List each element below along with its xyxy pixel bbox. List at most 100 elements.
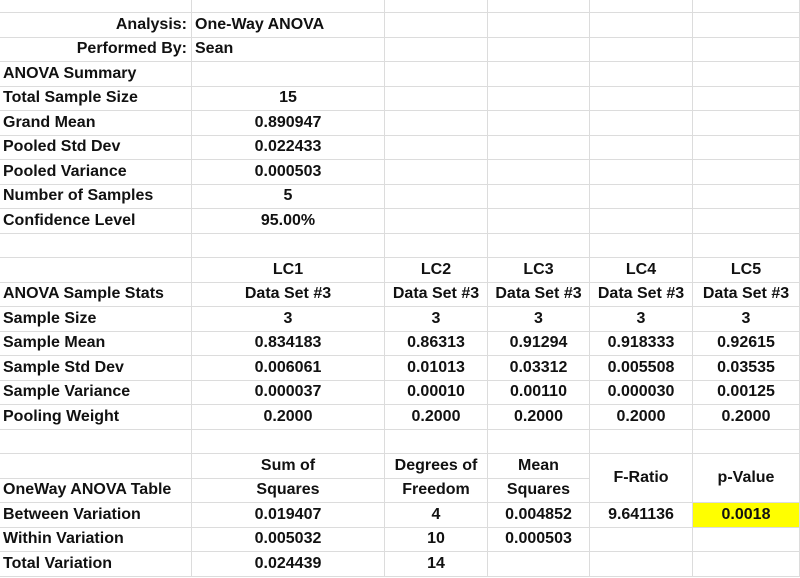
ms-value[interactable]: 0.000503 (488, 527, 590, 552)
stat-value[interactable]: 0.000037 (192, 380, 385, 405)
stat-value[interactable]: 3 (693, 307, 800, 332)
cell[interactable] (385, 429, 488, 454)
summary-value[interactable]: 0.890947 (192, 111, 385, 136)
summary-label[interactable]: Pooled Variance (0, 160, 192, 185)
cell[interactable] (385, 209, 488, 234)
cell[interactable] (0, 454, 192, 479)
stat-value[interactable]: 0.834183 (192, 331, 385, 356)
anova-row-label[interactable]: Between Variation (0, 503, 192, 528)
stat-value[interactable]: 0.2000 (385, 405, 488, 430)
summary-label[interactable]: Grand Mean (0, 111, 192, 136)
summary-title[interactable]: ANOVA Summary (0, 62, 192, 87)
stat-value[interactable]: 0.00125 (693, 380, 800, 405)
cell[interactable] (0, 429, 192, 454)
df-header-top[interactable]: Degrees of (385, 454, 488, 479)
df-header-bottom[interactable]: Freedom (385, 478, 488, 503)
group-name[interactable]: LC5 (693, 258, 800, 283)
f-ratio-value[interactable] (590, 552, 693, 577)
summary-value[interactable]: 5 (192, 184, 385, 209)
cell[interactable] (590, 429, 693, 454)
stat-label[interactable]: Pooling Weight (0, 405, 192, 430)
cell[interactable] (590, 184, 693, 209)
cell[interactable] (693, 86, 800, 111)
ss-header-top[interactable]: Sum of (192, 454, 385, 479)
summary-value[interactable]: 0.022433 (192, 135, 385, 160)
cell[interactable] (488, 184, 590, 209)
summary-label[interactable]: Number of Samples (0, 184, 192, 209)
cell[interactable] (385, 184, 488, 209)
ss-value[interactable]: 0.005032 (192, 527, 385, 552)
cell[interactable] (385, 62, 488, 87)
cell[interactable] (385, 0, 488, 13)
cell[interactable] (693, 429, 800, 454)
stat-value[interactable]: 0.2000 (488, 405, 590, 430)
group-name[interactable]: LC1 (192, 258, 385, 283)
stat-value[interactable]: 0.92615 (693, 331, 800, 356)
cell[interactable] (693, 184, 800, 209)
dataset-name[interactable]: Data Set #3 (488, 282, 590, 307)
analysis-label[interactable]: Analysis: (0, 13, 192, 38)
cell[interactable] (488, 209, 590, 234)
cell[interactable] (590, 37, 693, 62)
stat-label[interactable]: Sample Std Dev (0, 356, 192, 381)
stat-value[interactable]: 0.2000 (693, 405, 800, 430)
cell[interactable] (0, 0, 192, 13)
stat-value[interactable]: 0.006061 (192, 356, 385, 381)
stat-value[interactable]: 0.918333 (590, 331, 693, 356)
dataset-name[interactable]: Data Set #3 (693, 282, 800, 307)
stat-value[interactable]: 3 (192, 307, 385, 332)
cell[interactable] (192, 62, 385, 87)
ms-value[interactable]: 0.004852 (488, 503, 590, 528)
cell[interactable] (590, 233, 693, 258)
stat-value[interactable]: 0.03535 (693, 356, 800, 381)
dataset-name[interactable]: Data Set #3 (590, 282, 693, 307)
group-name[interactable]: LC4 (590, 258, 693, 283)
dataset-name[interactable]: Data Set #3 (385, 282, 488, 307)
stat-value[interactable]: 0.00010 (385, 380, 488, 405)
performed-by-value[interactable]: Sean (192, 37, 385, 62)
ss-value[interactable]: 0.024439 (192, 552, 385, 577)
stat-label[interactable]: Sample Variance (0, 380, 192, 405)
stat-value[interactable]: 3 (590, 307, 693, 332)
cell[interactable] (693, 135, 800, 160)
p-value-header[interactable]: p-Value (693, 454, 800, 503)
cell[interactable] (192, 0, 385, 13)
stat-value[interactable]: 3 (488, 307, 590, 332)
f-ratio-value[interactable]: 9.641136 (590, 503, 693, 528)
stat-value[interactable]: 0.00110 (488, 380, 590, 405)
cell[interactable] (693, 37, 800, 62)
cell[interactable] (590, 160, 693, 185)
summary-label[interactable]: Pooled Std Dev (0, 135, 192, 160)
stat-label[interactable]: Sample Size (0, 307, 192, 332)
cell[interactable] (385, 233, 488, 258)
dataset-name[interactable]: Data Set #3 (192, 282, 385, 307)
p-value[interactable] (693, 552, 800, 577)
cell[interactable] (693, 209, 800, 234)
cell[interactable] (590, 0, 693, 13)
cell[interactable] (488, 13, 590, 38)
cell[interactable] (693, 233, 800, 258)
stat-value[interactable]: 0.01013 (385, 356, 488, 381)
cell[interactable] (385, 13, 488, 38)
ss-header-bottom[interactable]: Squares (192, 478, 385, 503)
cell[interactable] (488, 86, 590, 111)
ms-header-top[interactable]: Mean (488, 454, 590, 479)
stat-value[interactable]: 0.91294 (488, 331, 590, 356)
cell[interactable] (693, 111, 800, 136)
cell[interactable] (590, 86, 693, 111)
stat-label[interactable]: Sample Mean (0, 331, 192, 356)
anova-row-label[interactable]: Within Variation (0, 527, 192, 552)
cell[interactable] (488, 160, 590, 185)
stat-value[interactable]: 0.000030 (590, 380, 693, 405)
cell[interactable] (488, 37, 590, 62)
cell[interactable] (590, 13, 693, 38)
stat-value[interactable]: 3 (385, 307, 488, 332)
cell[interactable] (693, 0, 800, 13)
cell[interactable] (385, 160, 488, 185)
analysis-value[interactable]: One-Way ANOVA (192, 13, 385, 38)
sample-stats-title[interactable]: ANOVA Sample Stats (0, 282, 192, 307)
stat-value[interactable]: 0.03312 (488, 356, 590, 381)
cell[interactable] (488, 62, 590, 87)
cell[interactable] (590, 135, 693, 160)
f-ratio-value[interactable] (590, 527, 693, 552)
